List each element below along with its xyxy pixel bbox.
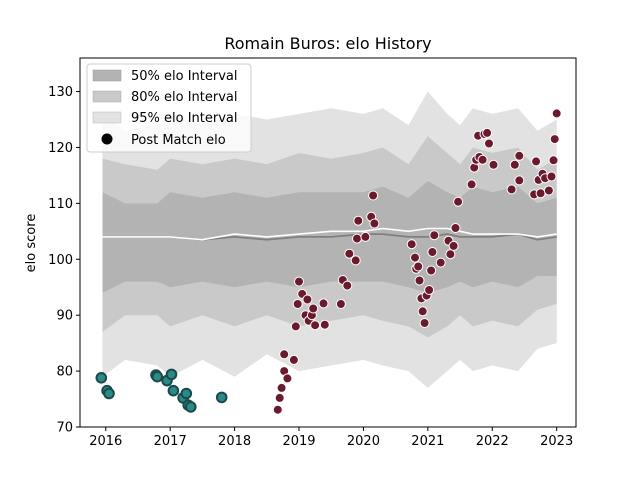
y-axis-title: elo score <box>24 214 39 273</box>
data-point-late-33 <box>414 262 423 271</box>
x-tick-label-4: 2020 <box>347 434 380 449</box>
legend-swatch-95 <box>93 112 121 123</box>
data-point-late-40 <box>427 266 436 275</box>
data-point-late-39 <box>425 286 434 295</box>
data-point-late-23 <box>351 256 360 265</box>
data-point-late-1 <box>275 393 284 402</box>
data-point-late-57 <box>485 139 494 148</box>
data-point-late-43 <box>436 258 445 267</box>
data-point-late-8 <box>293 300 302 309</box>
legend-swatch-50 <box>93 70 121 81</box>
data-point-late-6 <box>289 355 298 364</box>
y-tick-label-0: 70 <box>56 421 73 436</box>
data-point-late-61 <box>515 176 524 185</box>
data-point-late-49 <box>467 180 476 189</box>
data-point-late-9 <box>295 277 304 286</box>
data-point-late-28 <box>369 191 378 200</box>
data-point-late-0 <box>273 405 282 414</box>
legend-label-95: 95% elo Interval <box>131 111 238 126</box>
data-point-early-9 <box>182 389 192 399</box>
x-tick-label-6: 2022 <box>476 434 509 449</box>
data-point-late-59 <box>507 185 516 194</box>
data-point-early-11 <box>186 402 196 412</box>
legend-label-post-match: Post Match elo <box>131 133 226 148</box>
data-point-late-15 <box>309 304 318 313</box>
data-point-late-58 <box>489 160 498 169</box>
data-point-late-21 <box>343 281 352 290</box>
data-point-early-6 <box>167 370 177 380</box>
data-point-early-0 <box>97 373 107 383</box>
y-tick-label-2: 90 <box>56 309 73 324</box>
y-tick-label-3: 100 <box>48 253 73 268</box>
y-tick-label-1: 80 <box>56 365 73 380</box>
legend-marker-post-match <box>102 134 113 145</box>
y-tick-label-5: 120 <box>48 141 73 156</box>
legend: 50% elo Interval 80% elo Interval 95% el… <box>87 64 251 152</box>
x-tick-label-5: 2021 <box>411 434 444 449</box>
data-point-late-36 <box>418 307 427 316</box>
data-point-late-34 <box>415 276 424 285</box>
data-point-late-62 <box>515 151 524 160</box>
data-point-late-72 <box>550 135 559 144</box>
data-point-late-19 <box>336 300 345 309</box>
data-point-late-18 <box>320 320 329 329</box>
data-point-late-56 <box>483 128 492 137</box>
data-point-late-69 <box>544 186 553 195</box>
data-point-late-46 <box>449 241 458 250</box>
data-point-early-12 <box>217 393 227 403</box>
data-point-late-54 <box>478 155 487 164</box>
chart-title: Romain Buros: elo History <box>224 34 431 53</box>
data-point-early-2 <box>104 389 114 399</box>
data-point-late-24 <box>353 234 362 243</box>
data-point-late-48 <box>454 197 463 206</box>
data-point-late-73 <box>552 109 561 118</box>
x-tick-label-0: 2016 <box>89 434 122 449</box>
data-point-late-41 <box>428 248 437 257</box>
data-point-late-64 <box>532 157 541 166</box>
data-point-late-16 <box>311 321 320 330</box>
data-point-late-71 <box>549 156 558 165</box>
data-point-late-2 <box>277 383 286 392</box>
data-point-late-66 <box>536 189 545 198</box>
data-point-late-60 <box>510 160 519 169</box>
y-tick-label-4: 110 <box>48 197 73 212</box>
data-point-late-29 <box>370 219 379 228</box>
data-point-late-12 <box>303 295 312 304</box>
data-point-late-31 <box>411 253 420 262</box>
data-point-late-42 <box>430 231 439 240</box>
data-point-early-7 <box>169 386 179 396</box>
data-point-early-4 <box>153 372 163 382</box>
data-point-late-47 <box>451 224 460 233</box>
data-point-late-26 <box>361 232 370 241</box>
x-tick-label-1: 2017 <box>154 434 187 449</box>
data-point-late-25 <box>354 216 363 225</box>
data-point-late-7 <box>291 322 300 331</box>
data-point-late-37 <box>420 319 429 328</box>
y-tick-label-6: 130 <box>48 85 73 100</box>
data-point-late-70 <box>547 172 556 181</box>
data-point-late-5 <box>283 374 292 383</box>
data-point-late-30 <box>407 240 416 249</box>
legend-label-50: 50% elo Interval <box>131 69 238 84</box>
x-tick-label-2: 2018 <box>218 434 251 449</box>
data-point-late-45 <box>446 250 455 259</box>
data-point-late-4 <box>280 350 289 359</box>
data-point-late-17 <box>319 299 328 308</box>
legend-swatch-80 <box>93 91 121 102</box>
legend-label-80: 80% elo Interval <box>131 90 238 105</box>
x-tick-label-3: 2019 <box>282 434 315 449</box>
x-tick-label-7: 2023 <box>540 434 573 449</box>
